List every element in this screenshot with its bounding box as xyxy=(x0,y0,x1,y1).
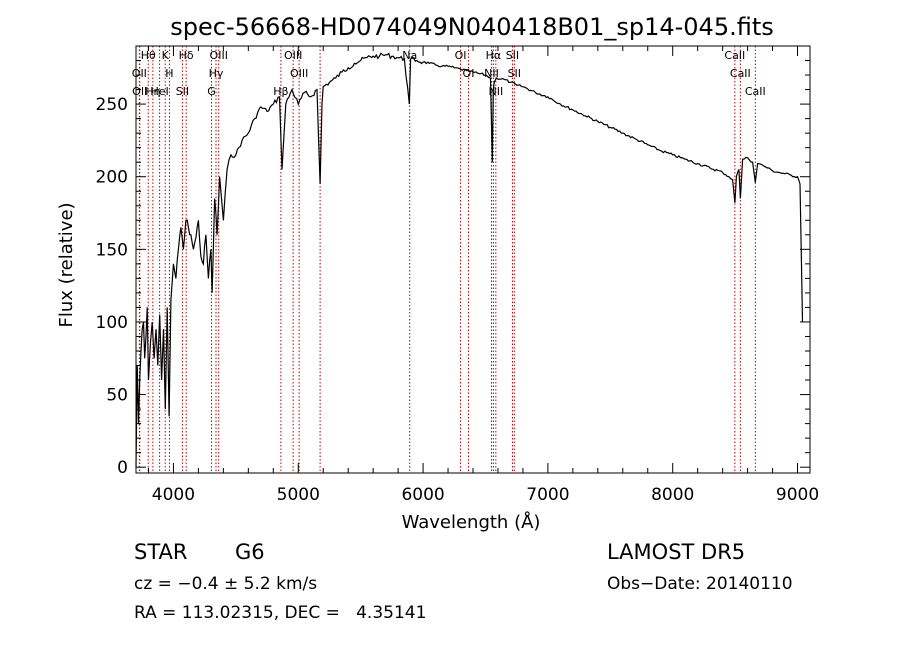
marker-label: K xyxy=(162,49,170,62)
marker-label: CaII xyxy=(730,67,751,80)
x-tick-label: 5000 xyxy=(277,485,320,505)
marker-label: OIII xyxy=(290,67,308,80)
marker-label: Hγ xyxy=(209,67,224,80)
redshift-velocity: cz = −0.4 ± 5.2 km/s xyxy=(134,574,318,594)
y-tick-label: 0 xyxy=(117,458,128,478)
y-tick-label: 150 xyxy=(96,240,128,260)
y-tick-label: 200 xyxy=(96,168,128,188)
y-axis: 0 50 100 150 200 250 xyxy=(96,60,810,478)
object-class: STAR xyxy=(134,540,188,564)
y-tick-label: 250 xyxy=(96,95,128,115)
marker-label: Hθ xyxy=(141,49,156,62)
marker-label: Hη xyxy=(145,85,160,98)
object-subclass: G6 xyxy=(235,540,265,564)
spectral-line-markers xyxy=(138,46,756,473)
marker-label: SII xyxy=(176,85,189,98)
coordinates: RA = 113.02315, DEC = 4.35141 xyxy=(134,603,427,623)
marker-label: Hα xyxy=(486,49,502,62)
x-axis: 4000 5000 6000 7000 8000 9000 xyxy=(147,46,819,505)
marker-label: CaII xyxy=(724,49,745,62)
x-axis-label: Wavelength (Å) xyxy=(402,511,541,533)
marker-label: Hβ xyxy=(273,85,288,98)
marker-label: SII xyxy=(508,67,521,80)
marker-label: HeI xyxy=(150,85,168,98)
y-axis-label: Flux (relative) xyxy=(56,202,77,327)
marker-label: OIII xyxy=(210,49,228,62)
plot-frame xyxy=(135,45,811,474)
marker-label: H xyxy=(165,67,173,80)
x-tick-label: 8000 xyxy=(651,485,694,505)
marker-label: G xyxy=(207,85,216,98)
chart-title: spec-56668-HD074049N040418B01_sp14-045.f… xyxy=(170,13,774,41)
x-tick-label: 6000 xyxy=(401,485,444,505)
marker-label: Hδ xyxy=(179,49,194,62)
spectrum-line xyxy=(135,52,804,468)
marker-label: OII xyxy=(132,67,147,80)
x-tick-label: 9000 xyxy=(776,485,819,505)
marker-label: OI xyxy=(463,67,475,80)
x-tick-label: 7000 xyxy=(526,485,569,505)
survey-name: LAMOST DR5 xyxy=(607,540,746,564)
marker-label: OIII xyxy=(284,49,302,62)
marker-label: CaII xyxy=(745,85,766,98)
y-tick-label: 50 xyxy=(106,386,128,406)
observation-date: Obs−Date: 20140110 xyxy=(607,574,793,594)
marker-label: SII xyxy=(506,49,519,62)
marker-label: NII xyxy=(488,85,503,98)
marker-label: OI xyxy=(455,49,467,62)
y-tick-label: 100 xyxy=(96,313,128,333)
x-tick-label: 4000 xyxy=(152,485,195,505)
